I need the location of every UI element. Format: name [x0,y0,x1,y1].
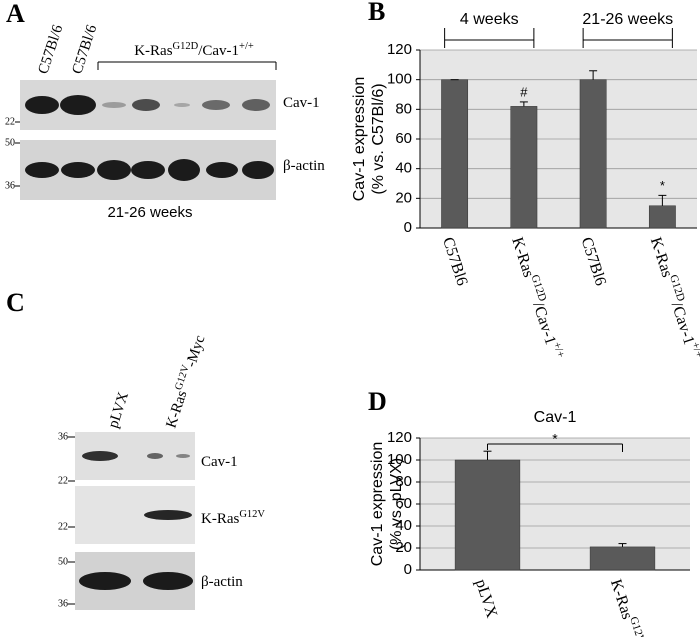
blot-band [144,510,192,520]
blot-band [174,103,190,107]
blot-label-part: β-actin [201,574,243,590]
lane-label-part: K-Ras [134,43,172,59]
bar [441,79,469,229]
blot-label-part: Cav-1 [283,95,320,111]
y-tick-label: 40 [395,517,412,534]
blot-label: Cav-1 [201,454,238,470]
lane-label-part: /Cav-1 [198,43,239,59]
blot-band [206,162,238,178]
marker-label: 50 [58,556,68,567]
blot-band [143,572,193,590]
x-tick-label-part: / [530,300,548,310]
annotation: # [520,84,528,99]
y-tick-label: 60 [395,495,412,512]
blot-band [61,162,95,178]
chart-title: Cav-1 [534,409,577,426]
y-tick-label: 0 [404,561,412,578]
y-tick-label: 20 [395,539,412,556]
bar [589,546,656,571]
bar [579,79,607,229]
blot-band [132,99,160,111]
y-tick-label: 100 [387,71,412,88]
blot-images [20,80,276,610]
blot-label: Cav-1 [283,95,320,111]
blot-band [79,572,131,590]
blot-band [102,102,126,108]
group-label: 4 weeks [460,11,519,28]
blot-label: K-RasG12V [201,509,265,528]
group-label: 21-26 weeks [582,11,673,28]
blot-label-part: β-actin [283,158,325,174]
lane-label-part: G12D [173,41,199,52]
blot-band [147,453,163,459]
y-tick-label: 100 [387,451,412,468]
annotation: * [660,178,665,193]
y-tick-label: 0 [404,219,412,236]
blot-band [242,99,270,111]
marker-label: 36 [58,431,68,442]
blot-band [202,100,230,110]
panel-letter: A [6,0,25,28]
blot-band [176,454,190,458]
lane-label: K-RasG12D/Cav-1+/+ [134,41,254,60]
marker-label: 22 [5,116,15,127]
bar [510,106,538,229]
y-axis-label: Cav-1 expression [351,77,368,202]
blot-band [25,96,59,114]
blot-label-part: Cav-1 [201,454,238,470]
x-tick-label-part: / [668,300,686,310]
y-axis-label: (% vs. pLVX) [388,458,405,550]
marker-label: 36 [58,598,68,609]
y-tick-label: 120 [387,41,412,58]
blot-band [82,451,118,461]
blot-band [168,159,200,181]
caption: 21-26 weeks [107,204,192,221]
y-tick-label: 120 [387,429,412,446]
blot-label: β-actin [201,574,243,590]
significance-label: * [552,431,558,447]
y-tick-label: 40 [395,160,412,177]
lane-label-part: +/+ [239,41,254,52]
x-tick-label-part: +/+ [689,340,700,359]
blot-label-part: K-Ras [201,511,239,527]
blot-label: β-actin [283,158,325,174]
marker-label: 22 [58,475,68,486]
y-axis-label: Cav-1 expression [369,442,386,567]
bar [454,459,521,571]
blot-band [97,160,131,180]
panel-letter: B [368,0,385,26]
blot-band [60,95,96,115]
blot-label-part: G12V [239,509,265,520]
y-axis-label: (% vs. C57Bl/6) [370,83,387,194]
panel-letter: D [368,387,387,416]
bar [648,205,676,229]
blot-band [25,162,59,178]
panel-letter: C [6,288,25,317]
marker-label: 36 [5,180,15,191]
marker-label: 22 [58,521,68,532]
y-tick-label: 60 [395,130,412,147]
blot-band [131,161,165,179]
y-tick-label: 80 [395,473,412,490]
y-tick-label: 80 [395,100,412,117]
blot-band [242,161,274,179]
x-tick-label-part: +/+ [551,340,567,359]
y-tick-label: 20 [395,189,412,206]
marker-label: 50 [5,137,15,148]
